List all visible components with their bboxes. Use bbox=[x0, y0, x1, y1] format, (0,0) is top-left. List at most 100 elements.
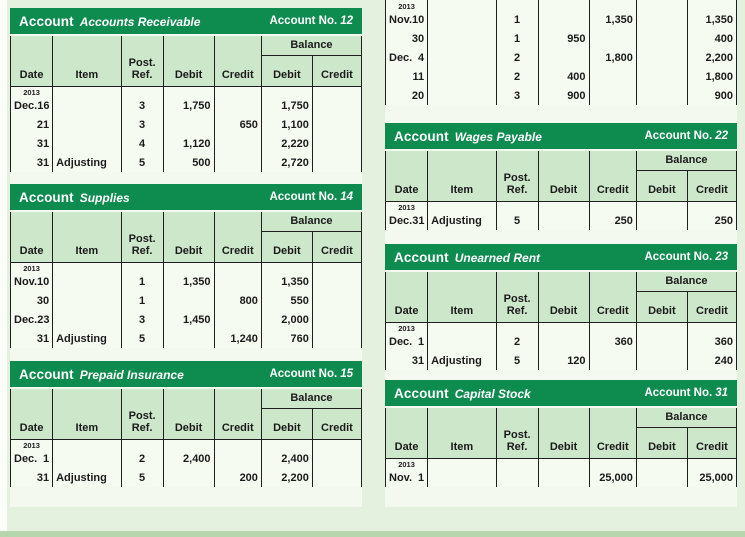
cell-item: Adjusting bbox=[427, 211, 497, 230]
ledger-row: Dec. 4 2 1,800 2,200 bbox=[384, 48, 738, 67]
col-post-ref: Post. Ref. bbox=[120, 389, 164, 440]
ledger-header: Date Item Post. Ref. Debit Credit Balance… bbox=[9, 212, 363, 263]
ledger-row: 31 Adjusting 5 200 2,200 bbox=[9, 468, 363, 487]
account-no-value: 14 bbox=[340, 191, 353, 203]
account-card-continued: 2013 Nov. 10 1 1,350 1,350 30 1 950 400 Dec. 4 2 1,8… bbox=[384, 0, 738, 123]
cell-empty bbox=[427, 201, 497, 211]
account-title-left: Account Unearned Rent bbox=[394, 250, 540, 265]
ledger-grid: 2013 Nov. 10 1 1,350 1,350 30 1 950 400 Dec. 4 2 1,8… bbox=[384, 0, 738, 105]
col-credit: Credit bbox=[213, 389, 262, 440]
col-balance: Balance bbox=[260, 36, 363, 56]
col-post-ref-line2: Ref. bbox=[131, 245, 153, 258]
cell-debit bbox=[162, 291, 215, 310]
header-row-2: Debit Credit bbox=[386, 291, 738, 323]
year-label: 2013 bbox=[9, 86, 54, 96]
cell-balance-credit bbox=[311, 96, 363, 115]
cell-credit: 1,350 bbox=[588, 10, 637, 29]
cell-date: 31 bbox=[9, 153, 54, 172]
account-card-supplies: Account Supplies Account No. 14 Date Ite… bbox=[9, 184, 363, 361]
cell-empty bbox=[686, 0, 738, 10]
cell-empty bbox=[635, 0, 688, 10]
cell-empty bbox=[588, 201, 637, 211]
col-item: Item bbox=[52, 36, 122, 87]
account-title-right: Account No. 31 bbox=[644, 387, 728, 399]
ledger-header: Date Item Post. Ref. Debit Credit Balance… bbox=[9, 389, 363, 440]
cell-debit: 400 bbox=[537, 67, 590, 86]
ledger-row: 31 Adjusting 5 500 2,720 bbox=[9, 153, 363, 172]
col-post-ref-line1: Post. bbox=[503, 429, 531, 442]
cell-item bbox=[52, 291, 122, 310]
account-title-left: Account Capital Stock bbox=[394, 386, 531, 401]
cell-date: 11 bbox=[384, 67, 429, 86]
cell-empty bbox=[162, 439, 215, 449]
account-label: Account bbox=[19, 366, 74, 382]
date-day: 31 bbox=[412, 214, 425, 227]
cell-debit bbox=[537, 468, 590, 487]
cell-balance-credit: 1,800 bbox=[686, 67, 738, 86]
account-no-value: 12 bbox=[340, 15, 353, 27]
page-left-margin bbox=[0, 0, 7, 531]
cell-balance-debit bbox=[635, 211, 688, 230]
date-day: 31 bbox=[411, 354, 425, 367]
cell-credit bbox=[588, 351, 637, 370]
cell-debit: 1,350 bbox=[162, 272, 215, 291]
col-date: Date bbox=[9, 36, 54, 87]
account-title-left: Account Supplies bbox=[19, 190, 130, 205]
date-month: Dec. bbox=[389, 214, 413, 227]
date-day: 20 bbox=[411, 89, 425, 102]
account-title-right: Account No. 12 bbox=[269, 15, 353, 27]
col-post-ref-line1: Post. bbox=[128, 57, 156, 70]
col-item: Item bbox=[427, 408, 497, 459]
header-row-1: Date Item Post. Ref. Debit Credit Balance bbox=[9, 212, 363, 263]
year-row: 2013 bbox=[384, 201, 738, 211]
col-balance-debit: Debit bbox=[635, 291, 688, 323]
col-debit: Debit bbox=[162, 212, 215, 263]
cell-balance-credit bbox=[311, 272, 363, 291]
account-title-right: Account No. 15 bbox=[269, 368, 353, 380]
col-debit: Debit bbox=[537, 408, 590, 459]
account-no-label: Account No. bbox=[269, 191, 338, 203]
col-debit: Debit bbox=[537, 151, 590, 202]
date-day: 16 bbox=[37, 99, 50, 112]
cell-debit: 1,450 bbox=[162, 310, 215, 329]
cell-empty bbox=[588, 458, 637, 468]
cell-balance-credit: 360 bbox=[686, 332, 738, 351]
cell-balance-debit: 760 bbox=[260, 329, 313, 348]
col-debit: Debit bbox=[162, 389, 215, 440]
date-day: 21 bbox=[36, 118, 50, 131]
cell-empty bbox=[260, 86, 313, 96]
cell-balance-credit bbox=[311, 134, 363, 153]
cell-debit: 1,750 bbox=[162, 96, 215, 115]
ledger-body: 2013 Dec. 1 2 360 360 31 Adjusting 5 120 240 bbox=[384, 322, 738, 370]
cell-empty bbox=[537, 201, 590, 211]
ledger-row: 31 Adjusting 5 120 240 bbox=[384, 351, 738, 370]
cell-debit: 1,120 bbox=[162, 134, 215, 153]
col-date: Date bbox=[9, 212, 54, 263]
cell-date: Nov. 10 bbox=[9, 272, 54, 291]
cell-balance-debit bbox=[635, 48, 688, 67]
cell-date: Dec. 1 bbox=[9, 449, 54, 468]
cell-debit: 120 bbox=[537, 351, 590, 370]
cell-empty bbox=[588, 0, 637, 10]
col-credit: Credit bbox=[588, 408, 637, 459]
cell-debit bbox=[162, 329, 215, 348]
date-month: Dec. bbox=[14, 99, 38, 112]
cell-post-ref: 1 bbox=[120, 272, 164, 291]
col-balance-debit: Debit bbox=[635, 170, 688, 202]
cell-empty bbox=[260, 439, 313, 449]
cell-credit: 650 bbox=[213, 115, 262, 134]
cell-balance-debit bbox=[635, 332, 688, 351]
ledger-row: Nov. 10 1 1,350 1,350 bbox=[384, 10, 738, 29]
cell-empty bbox=[162, 86, 215, 96]
cell-item bbox=[427, 29, 497, 48]
col-post-ref: Post. Ref. bbox=[495, 408, 539, 459]
cell-debit bbox=[537, 211, 590, 230]
date-day: 31 bbox=[36, 137, 50, 150]
ledger-columns: Account Accounts Receivable Account No. … bbox=[9, 0, 738, 507]
account-title-bar: Account Unearned Rent Account No. 23 bbox=[385, 244, 737, 270]
col-debit: Debit bbox=[162, 36, 215, 87]
cell-post-ref: 3 bbox=[120, 115, 164, 134]
col-balance-credit: Credit bbox=[311, 408, 363, 440]
account-name: Unearned Rent bbox=[454, 250, 541, 265]
col-post-ref: Post. Ref. bbox=[495, 151, 539, 202]
